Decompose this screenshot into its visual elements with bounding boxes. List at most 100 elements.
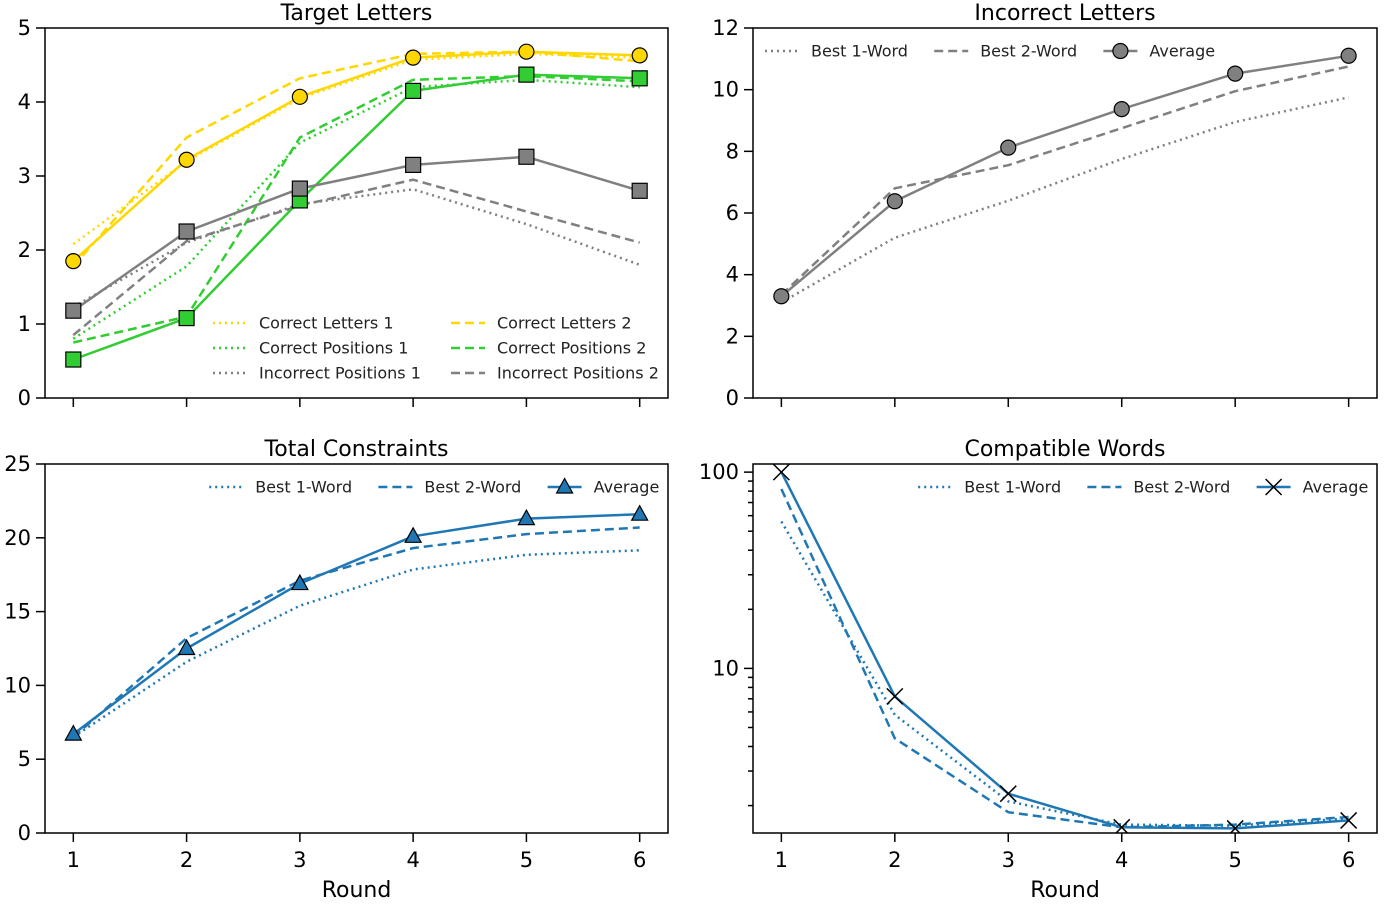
legend-label: Best 1-Word bbox=[811, 42, 908, 61]
data-point-correct-positions-average bbox=[65, 351, 82, 368]
x-axis-label: Round bbox=[322, 878, 392, 903]
y-tick-label: 5 bbox=[18, 747, 31, 771]
data-point-average bbox=[517, 508, 536, 526]
legend-label: Correct Positions 1 bbox=[259, 339, 408, 358]
legend: Best 1-Word Best 2-Word Average bbox=[918, 478, 1368, 497]
y-tick-label: 15 bbox=[4, 600, 31, 624]
legend-label: Best 2-Word bbox=[424, 478, 521, 497]
data-point-average bbox=[1227, 65, 1244, 82]
series-line-best-2-word bbox=[72, 526, 640, 739]
legend-marker-average bbox=[1112, 42, 1129, 60]
y-tick-label: 8 bbox=[726, 139, 739, 163]
x-tick-label: 2 bbox=[180, 848, 193, 872]
series-line-correct-positions-1 bbox=[72, 78, 640, 340]
series-line-average bbox=[780, 471, 1349, 830]
legend-label: Best 2-Word bbox=[1133, 478, 1230, 497]
y-tick-label: 0 bbox=[18, 821, 31, 845]
series-line-correct-positions-2 bbox=[73, 74, 640, 344]
x-tick-label: 5 bbox=[520, 848, 533, 872]
x-tick-label: 4 bbox=[406, 848, 419, 872]
y-tick-label: 12 bbox=[712, 16, 739, 40]
data-point-average bbox=[773, 288, 790, 305]
series-line-incorrect-positions-average bbox=[72, 155, 641, 312]
y-tick-label: 4 bbox=[726, 263, 739, 287]
data-point-correct-letters-average bbox=[631, 47, 648, 64]
y-tick-label: 0 bbox=[18, 386, 31, 410]
x-tick-label: 6 bbox=[1342, 848, 1355, 872]
legend: Best 1-Word Best 2-Word Average bbox=[209, 477, 660, 497]
chart-title: Incorrect Letters bbox=[974, 1, 1155, 26]
chart-title: Compatible Words bbox=[964, 437, 1165, 462]
legend-label: Best 2-Word bbox=[980, 42, 1077, 61]
legend-marker-average bbox=[1265, 478, 1283, 496]
x-tick-label: 2 bbox=[888, 848, 901, 872]
legend-marker-average bbox=[555, 477, 574, 494]
series-line-best-1-word bbox=[780, 520, 1349, 827]
y-tick-label: 20 bbox=[4, 526, 31, 550]
data-point-average bbox=[1226, 819, 1244, 833]
series-line-best-2-word bbox=[780, 488, 1349, 829]
legend-label: Best 1-Word bbox=[964, 478, 1061, 497]
axes-frame bbox=[752, 27, 1378, 399]
legend-label: Average bbox=[594, 478, 660, 497]
legend: Best 1-Word Best 2-Word Average bbox=[765, 42, 1215, 61]
series-line-best-2-word bbox=[780, 65, 1349, 296]
data-point-correct-positions-average bbox=[178, 309, 195, 327]
series-line-average bbox=[72, 512, 640, 736]
data-point-correct-positions-average bbox=[631, 70, 648, 87]
plot-area bbox=[65, 43, 648, 368]
plot-area bbox=[772, 464, 1358, 833]
legend-label: Incorrect Positions 1 bbox=[259, 364, 421, 383]
panel-total: Total Constraints 0 5 10 15 20 25 1 2 3 4 5 6 Round Be… bbox=[4, 437, 669, 903]
data-point-correct-letters-average bbox=[65, 253, 82, 270]
data-point-average bbox=[1113, 100, 1130, 118]
legend-label: Average bbox=[1149, 42, 1215, 61]
data-point-incorrect-positions-average bbox=[178, 223, 195, 240]
legend-label: Incorrect Positions 2 bbox=[497, 364, 659, 383]
series-line-incorrect-positions-1 bbox=[72, 188, 641, 309]
x-axis-label: Round bbox=[1030, 878, 1100, 903]
y-tick-label: 2 bbox=[726, 324, 739, 348]
series-line-correct-letters-average bbox=[72, 50, 640, 263]
legend-label: Correct Letters 2 bbox=[497, 314, 632, 333]
data-point-correct-letters-average bbox=[518, 43, 535, 60]
x-tick-label: 6 bbox=[633, 848, 646, 872]
data-point-average bbox=[177, 638, 196, 656]
data-point-incorrect-positions-average bbox=[291, 180, 308, 197]
chart-title: Total Constraints bbox=[264, 437, 449, 462]
legend-label: Best 1-Word bbox=[255, 478, 352, 497]
y-tick-label: 0 bbox=[726, 386, 739, 410]
x-tick-label: 3 bbox=[293, 848, 306, 872]
axes-frame bbox=[44, 27, 669, 399]
y-tick-label: 10 bbox=[712, 78, 739, 102]
y-tick-label: 6 bbox=[726, 201, 739, 225]
x-tick-label: 4 bbox=[1115, 848, 1128, 872]
data-point-average bbox=[64, 724, 83, 741]
panel-compatible: Compatible Words 10 100 1 2 3 4 5 6 Round Best 1-W… bbox=[699, 437, 1378, 903]
data-point-average bbox=[772, 464, 790, 481]
data-point-average bbox=[290, 573, 309, 591]
data-point-average bbox=[886, 193, 903, 210]
series-line-best-1-word bbox=[72, 549, 640, 739]
y-tick-label: 3 bbox=[18, 164, 31, 188]
y-tick-label: 2 bbox=[18, 238, 31, 262]
legend-label: Average bbox=[1303, 478, 1369, 497]
plot-area bbox=[64, 504, 649, 741]
data-point-average bbox=[999, 785, 1017, 803]
data-point-correct-letters-average bbox=[291, 88, 308, 105]
legend: Correct Letters 1 Correct Positions 1 Inco… bbox=[213, 314, 659, 383]
data-point-incorrect-positions-average bbox=[65, 302, 82, 319]
y-tick-label: 5 bbox=[18, 16, 31, 40]
plot-area bbox=[773, 47, 1357, 305]
x-tick-label: 3 bbox=[1002, 848, 1015, 872]
data-point-correct-positions-average bbox=[405, 82, 422, 100]
data-point-average bbox=[886, 687, 904, 705]
series-line-correct-positions-average bbox=[72, 73, 640, 361]
data-point-average bbox=[1000, 139, 1017, 156]
series-line-incorrect-positions-2 bbox=[72, 178, 641, 337]
legend-label: Correct Letters 1 bbox=[259, 314, 394, 333]
data-point-average bbox=[404, 526, 423, 543]
